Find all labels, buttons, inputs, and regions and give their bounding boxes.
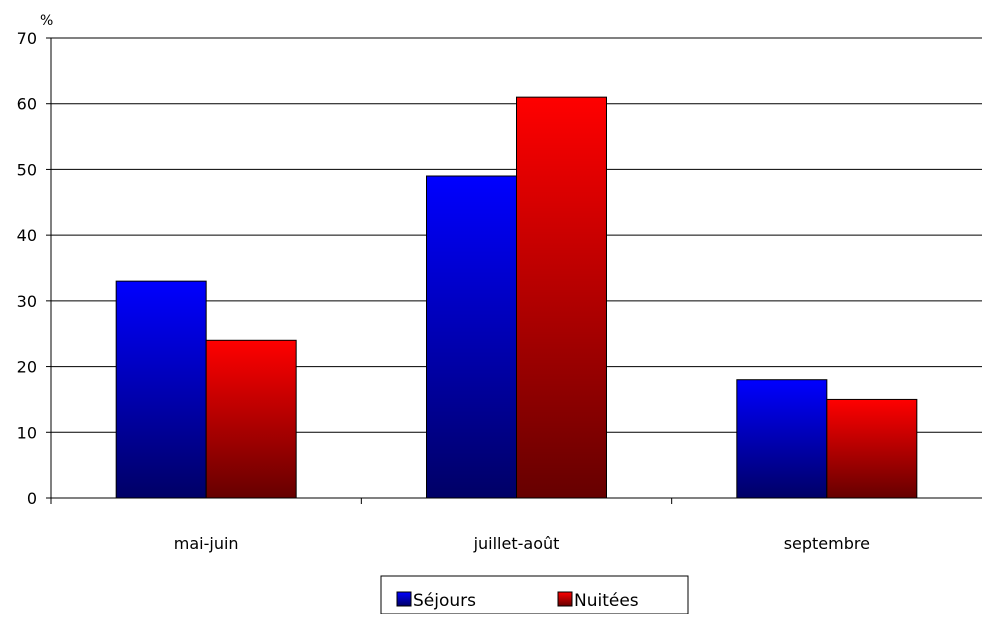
y-tick-label-30: 30 bbox=[17, 292, 37, 311]
bar-sejours-septembre bbox=[736, 379, 828, 499]
bar-nuitees-septembre bbox=[826, 398, 918, 499]
y-tick-label-10: 10 bbox=[17, 423, 37, 442]
legend: Séjours Nuitées bbox=[380, 575, 689, 615]
bar-sejours-mai-juin bbox=[115, 280, 207, 499]
y-axis-unit-label: % bbox=[40, 13, 53, 29]
y-tick-label-0: 0 bbox=[27, 489, 37, 508]
legend-label-sejours: Séjours bbox=[413, 591, 476, 611]
bar-nuitees-juillet-aout bbox=[516, 96, 607, 499]
x-tick-label-juillet-aout: juillet-août bbox=[473, 534, 560, 553]
bar-nuitees-mai-juin bbox=[205, 339, 297, 499]
y-tick-label-60: 60 bbox=[17, 95, 37, 114]
legend-label-nuitees: Nuitées bbox=[574, 591, 639, 611]
y-tick-label-70: 70 bbox=[17, 29, 37, 48]
y-tick-label-20: 20 bbox=[17, 358, 37, 377]
x-tick-label-septembre: septembre bbox=[784, 534, 870, 553]
bars bbox=[115, 96, 918, 499]
bar-sejours-juillet-aout bbox=[426, 175, 517, 499]
legend-swatch-nuitees bbox=[557, 591, 573, 607]
y-tick-label-50: 50 bbox=[17, 160, 37, 179]
x-tick-label-mai-juin: mai-juin bbox=[174, 534, 239, 553]
axes: mai-juin juillet-août septembre bbox=[50, 38, 982, 553]
y-tick-label-40: 40 bbox=[17, 226, 37, 245]
legend-swatch-sejours bbox=[396, 591, 412, 607]
legend-box bbox=[380, 575, 689, 615]
